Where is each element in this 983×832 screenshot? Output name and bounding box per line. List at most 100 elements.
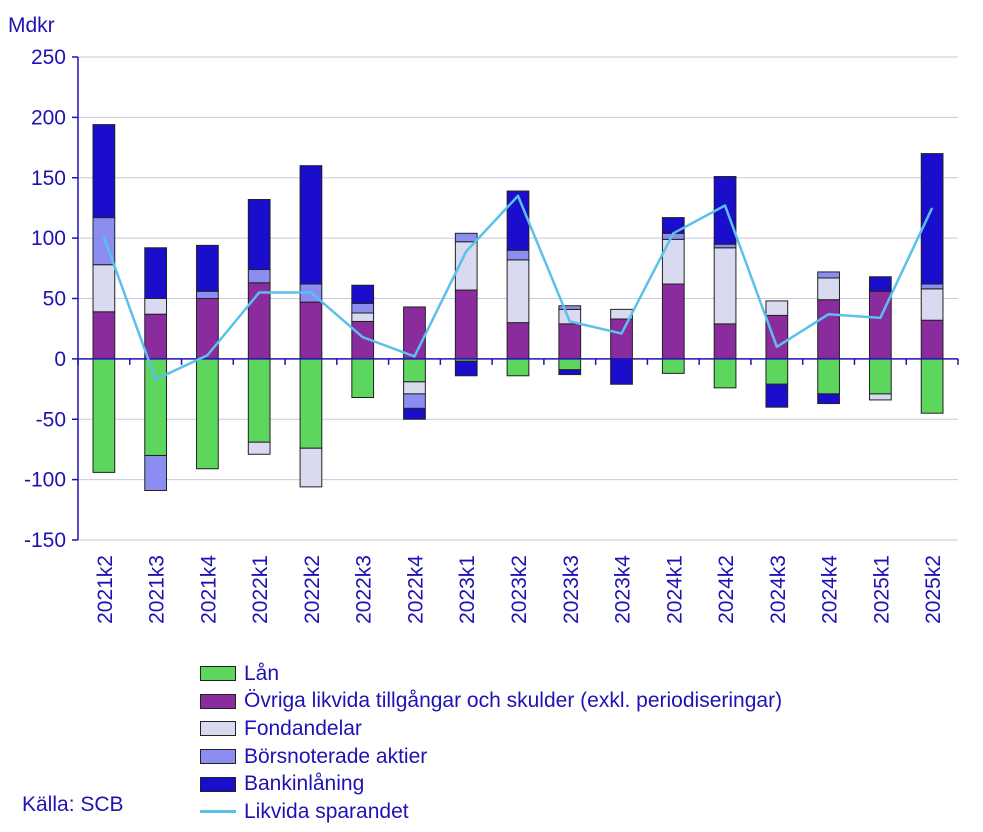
bar-2021k4-series-1 <box>196 298 219 360</box>
bar-2024k4-series-0 <box>817 358 840 395</box>
y-tick-label-0: 0 <box>54 348 66 371</box>
bar-2022k4-series-1 <box>403 306 426 360</box>
bars <box>92 124 944 491</box>
bar-2025k2-series-0 <box>920 358 944 414</box>
bar-2022k3-series-4 <box>351 284 375 304</box>
bar-2024k4-series-4 <box>817 393 840 405</box>
bar-2021k3-series-1 <box>144 313 168 360</box>
bar-2023k4-series-1 <box>610 318 633 360</box>
legend-swatch-bankinlaning <box>200 776 236 792</box>
bar-2022k1-series-4 <box>247 198 271 271</box>
bar-2025k1-series-2 <box>868 393 892 401</box>
x-tick-label-2022k4: 2022k4 <box>404 555 427 624</box>
bar-2025k2-series-1 <box>920 319 944 360</box>
bar-2025k1-series-0 <box>868 358 892 395</box>
bar-2023k4-series-4 <box>610 358 633 385</box>
bar-2021k3-series-2 <box>144 298 168 315</box>
bar-2023k3-series-1 <box>558 323 582 360</box>
bar-2021k2-series-4 <box>92 124 116 219</box>
bar-2021k4-series-4 <box>196 244 219 292</box>
bar-2021k4-series-3 <box>196 290 219 300</box>
bar-2023k2-series-0 <box>506 358 530 377</box>
x-tick-label-2024k3: 2024k3 <box>767 555 790 624</box>
bar-2024k4-series-2 <box>817 277 840 301</box>
bar-2024k1-series-4 <box>661 217 685 234</box>
legend-label-ovriga: Övriga likvida tillgångar och skulder (e… <box>244 689 783 713</box>
x-tick-label-2024k1: 2024k1 <box>663 555 686 624</box>
bar-2022k4-series-4 <box>403 407 426 420</box>
bar-2024k1-series-0 <box>661 358 685 374</box>
x-tick-label-2021k4: 2021k4 <box>197 555 220 624</box>
legend: Lån Övriga likvida tillgångar och skulde… <box>200 660 782 826</box>
bar-2022k1-series-2 <box>247 441 271 455</box>
x-tick-label-2023k2: 2023k2 <box>508 555 531 624</box>
bar-2023k2-series-2 <box>506 259 530 324</box>
line-series <box>102 194 934 381</box>
source-note: Källa: SCB <box>22 793 124 816</box>
y-tick-label-50: 50 <box>43 288 66 311</box>
x-tick-label-2023k4: 2023k4 <box>612 555 635 624</box>
x-tick-label-2024k2: 2024k2 <box>715 555 738 624</box>
bar-2022k2-series-1 <box>299 301 323 360</box>
bar-2021k4-series-0 <box>196 358 219 470</box>
y-tick-label-200: 200 <box>31 106 66 129</box>
bar-2023k1-series-1 <box>454 289 478 360</box>
x-tick-label-2023k3: 2023k3 <box>560 555 583 624</box>
bar-2024k3-series-4 <box>765 383 789 408</box>
bar-2021k2-series-2 <box>92 264 116 313</box>
bar-2024k4-series-3 <box>817 271 840 279</box>
y-tick-label-100: 100 <box>31 227 66 250</box>
y-unit-label: Mdkr <box>8 14 55 37</box>
bar-2022k3-series-0 <box>351 358 375 399</box>
x-tick-label-2025k2: 2025k2 <box>922 555 945 624</box>
legend-item-bankinlaning: Bankinlåning <box>200 770 782 798</box>
y-tick-label-250: 250 <box>31 46 66 69</box>
bar-2022k2-series-2 <box>299 447 323 488</box>
bar-2022k4-series-2 <box>403 381 426 395</box>
bar-2021k2-series-1 <box>92 311 116 360</box>
x-tick-label-2025k1: 2025k1 <box>870 555 893 624</box>
bar-2023k2-series-4 <box>506 190 530 251</box>
legend-item-borsnoterade: Börsnoterade aktier <box>200 743 782 771</box>
x-tick-label-2022k1: 2022k1 <box>249 555 272 624</box>
bar-2023k3-series-0 <box>558 358 582 371</box>
x-tick-label-2021k3: 2021k3 <box>146 555 169 624</box>
legend-label-bankinlaning: Bankinlåning <box>244 772 365 796</box>
legend-swatch-lan <box>200 666 236 682</box>
axes <box>72 56 959 541</box>
legend-item-likvida: Likvida sparandet <box>200 798 782 826</box>
bar-2023k2-series-3 <box>506 249 530 261</box>
x-tick-label-2023k1: 2023k1 <box>456 555 479 624</box>
legend-swatch-borsnoterade <box>200 749 236 765</box>
y-tick-label--100: -100 <box>24 469 66 492</box>
legend-label-borsnoterade: Börsnoterade aktier <box>244 744 428 768</box>
x-tick-label-2022k3: 2022k3 <box>353 555 376 624</box>
bar-2023k1-series-4 <box>454 360 478 377</box>
bar-2024k1-series-1 <box>661 283 685 360</box>
bar-2022k3-series-3 <box>351 302 375 314</box>
legend-swatch-ovriga <box>200 693 236 709</box>
bar-2022k3-series-2 <box>351 312 375 322</box>
legend-swatch-likvida <box>200 810 236 814</box>
bar-2023k3-series-3 <box>558 305 582 310</box>
x-tick-label-2022k2: 2022k2 <box>301 555 324 624</box>
legend-label-likvida: Likvida sparandet <box>244 799 409 823</box>
legend-item-lan: Lån <box>200 660 782 688</box>
bar-2022k4-series-0 <box>403 358 426 383</box>
bar-2023k1-series-3 <box>454 232 478 243</box>
bar-2021k3-series-3 <box>144 454 168 491</box>
tick-labels: 250 200 150 100 50 0 -50 -100 -150 2021k2 2021k3 20… <box>24 46 945 624</box>
y-tick-label--50: -50 <box>36 408 66 431</box>
legend-item-fondandelar: Fondandelar <box>200 715 782 743</box>
y-tick-label-150: 150 <box>31 167 66 190</box>
bar-2021k3-series-4 <box>144 247 168 300</box>
legend-item-ovriga: Övriga likvida tillgångar och skulder (e… <box>200 688 782 716</box>
legend-label-lan: Lån <box>244 661 280 685</box>
chart: Mdkr 250 200 150 100 50 0 -50 -100 -150 2021k2 202… <box>8 14 959 624</box>
bar-2024k3-series-2 <box>765 300 789 316</box>
bar-2023k3-series-4 <box>558 369 582 376</box>
bar-2022k1-series-3 <box>247 269 271 284</box>
bar-2025k1-series-4 <box>868 276 892 292</box>
x-tick-label-2024k4: 2024k4 <box>819 555 842 624</box>
legend-swatch-fondandelar <box>200 721 236 737</box>
